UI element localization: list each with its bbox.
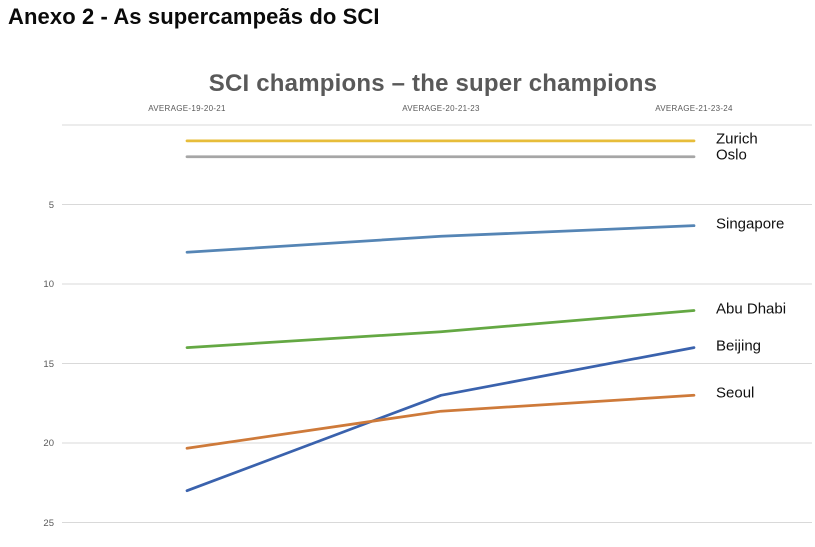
x-axis-label-average-20-21-23: AVERAGE-20-21-23: [402, 104, 480, 113]
chart-title: SCI champions – the super champions: [208, 70, 658, 97]
series-label-oslo: Oslo: [716, 146, 747, 164]
page-title: Anexo 2 - As supercampeãs do SCI: [8, 4, 380, 29]
series-line-abu-dhabi: [185, 309, 696, 349]
y-axis-tick-label-5: 5: [48, 199, 54, 211]
y-axis-tick-label-20: 20: [43, 438, 54, 449]
series-line-beijing: [185, 346, 696, 493]
y-axis-tick-label-25: 25: [43, 517, 54, 529]
series-label-abu-dhabi: Abu Dhabi: [716, 300, 787, 318]
series-line-singapore: [185, 224, 696, 254]
series-label-singapore: Singapore: [716, 215, 785, 233]
x-axis-label-average-19-20-21: AVERAGE-19-20-21: [148, 104, 226, 113]
series-label-seoul: Seoul: [716, 384, 755, 402]
x-axis-label-average-21-23-24: AVERAGE-21-23-24: [655, 104, 733, 113]
y-axis-tick-label-15: 15: [43, 358, 54, 370]
series-label-zurich: Zurich: [716, 130, 758, 148]
y-axis-tick-label-10: 10: [43, 279, 54, 290]
series-line-seoul: [185, 393, 696, 450]
series-label-beijing: Beijing: [716, 337, 762, 355]
